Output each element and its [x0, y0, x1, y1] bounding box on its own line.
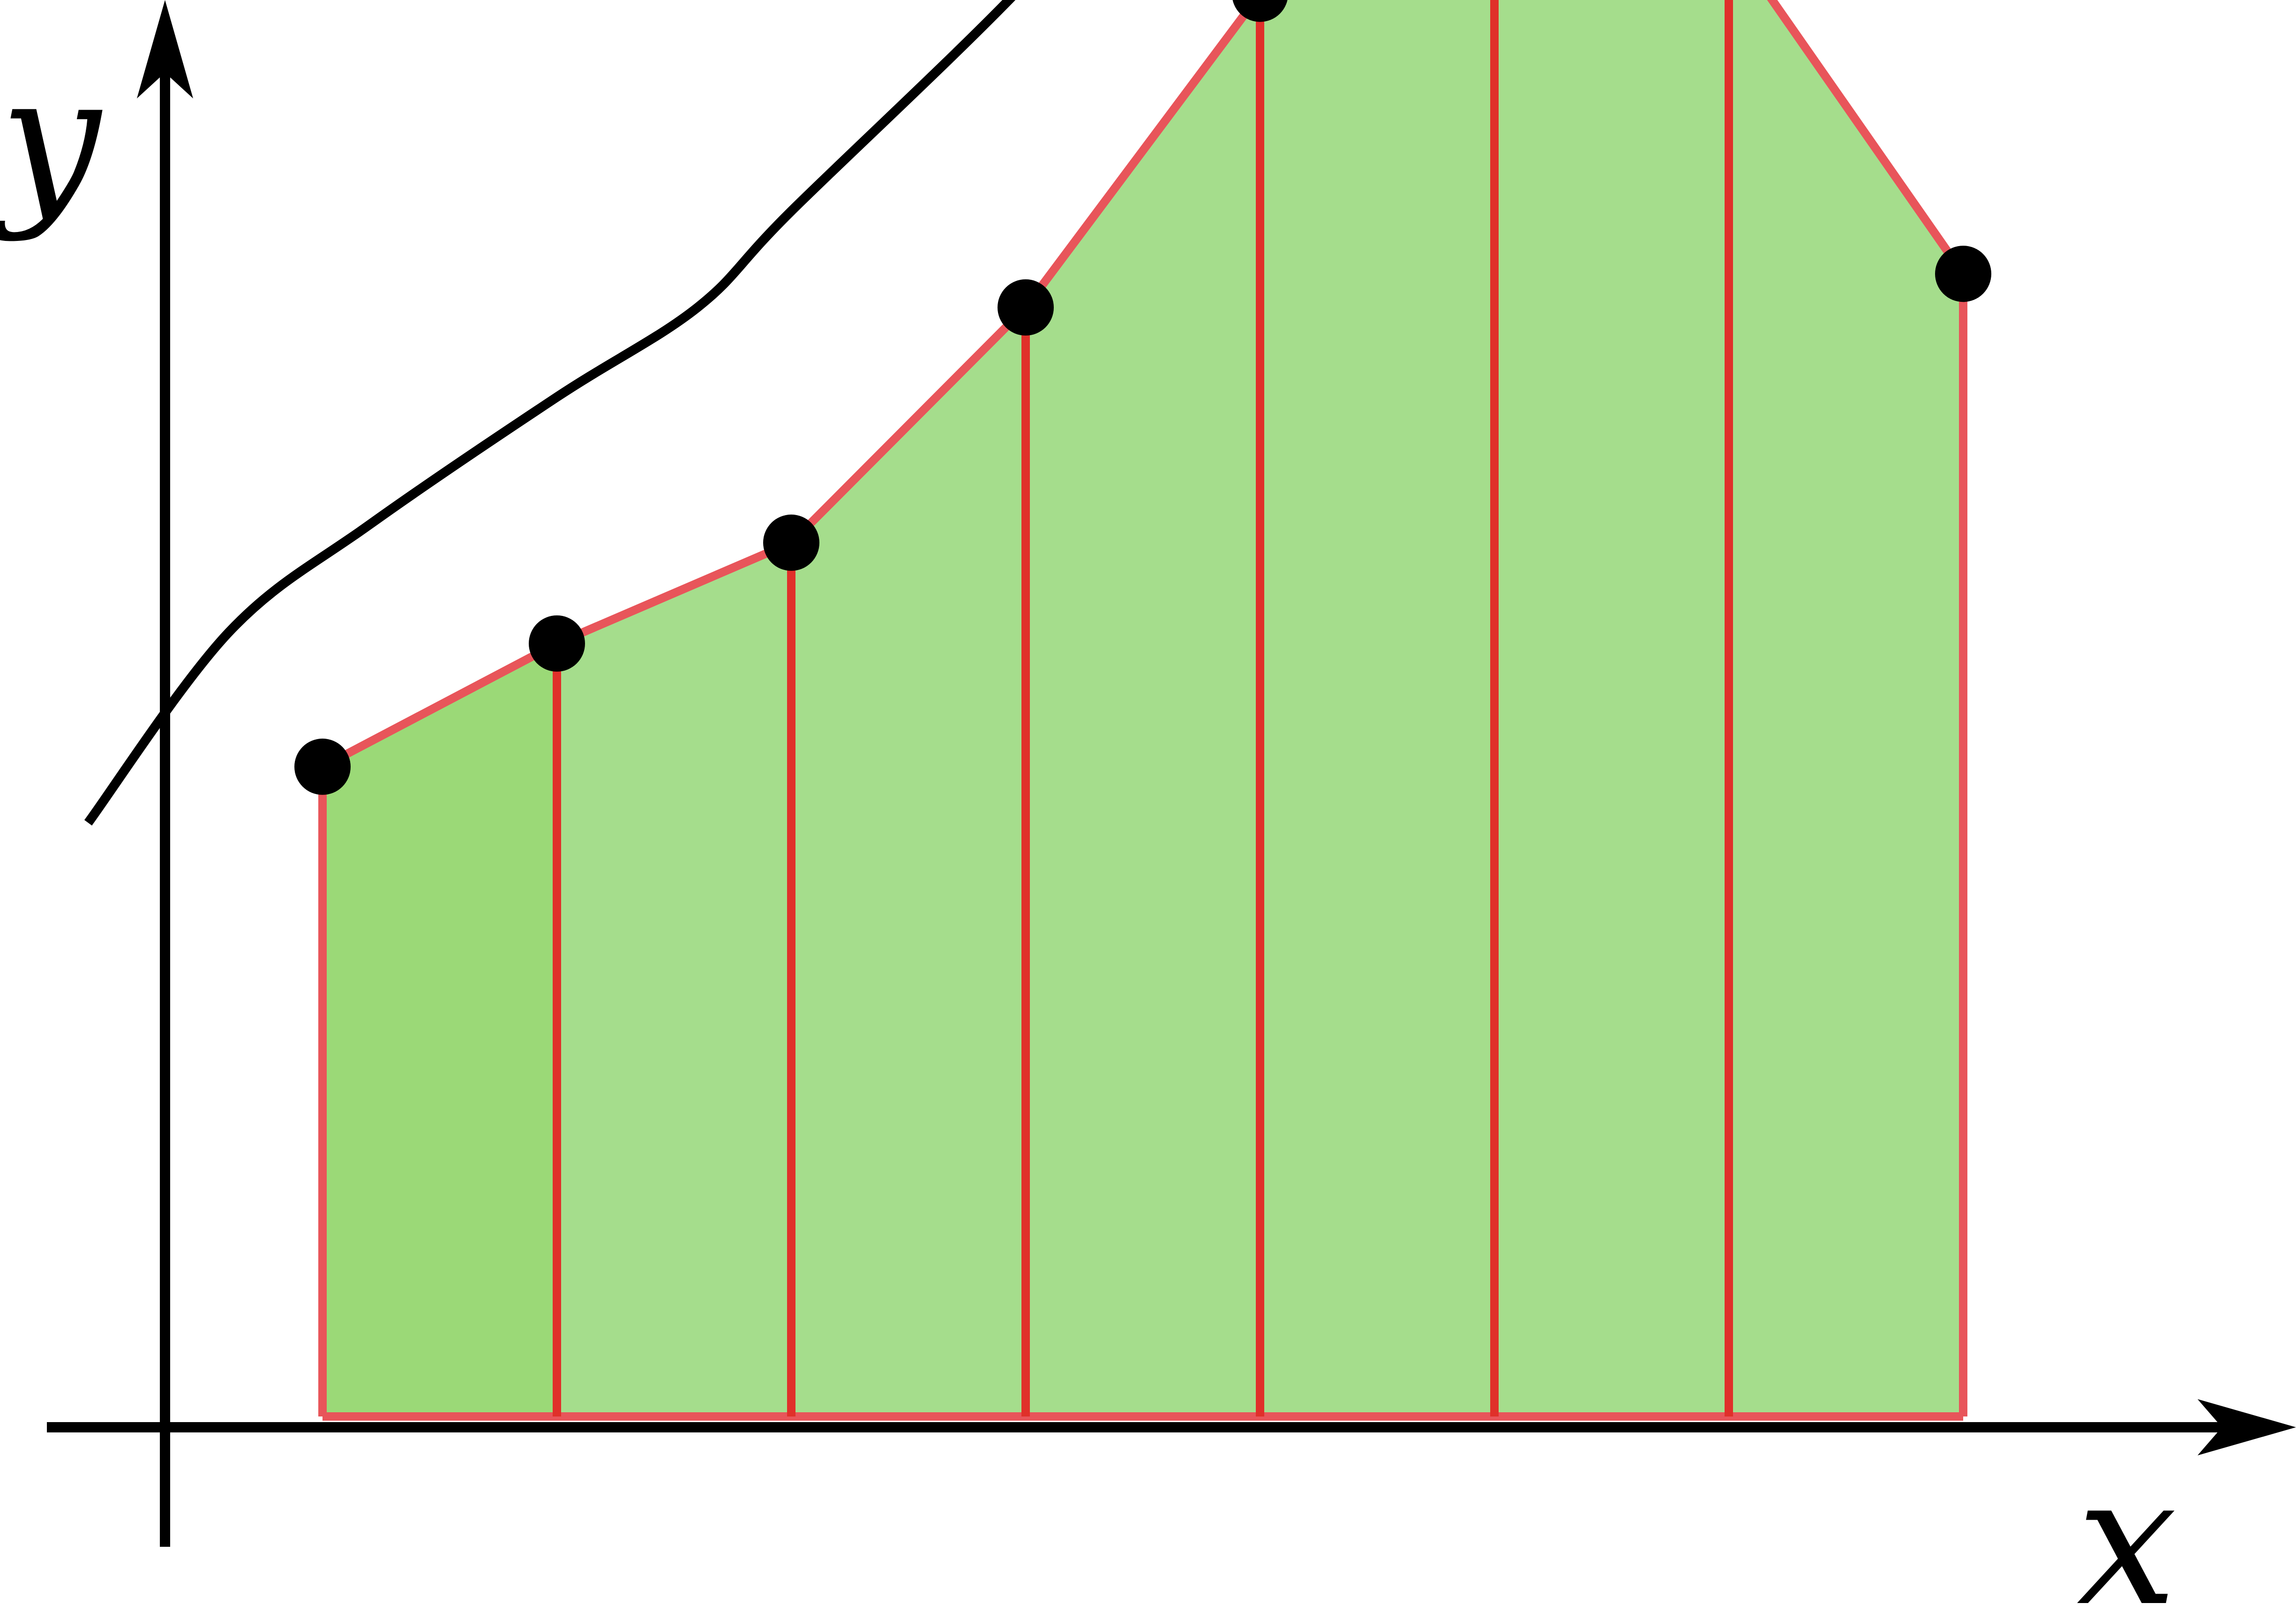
y-axis-label: y — [0, 36, 103, 244]
x-axis-arrowhead — [2198, 1399, 2296, 1455]
trapezoid-areas — [323, 0, 1963, 1417]
piecewise-linear-approximation — [320, 0, 1967, 771]
trapezoid-4 — [1026, 0, 1260, 1416]
sample-point-2 — [529, 615, 585, 672]
sample-point-8 — [1935, 246, 1991, 302]
sample-point-1 — [294, 738, 351, 795]
trapezoid-6 — [1494, 0, 1729, 1416]
sample-point-5 — [1232, 0, 1288, 22]
sample-point-3 — [763, 514, 819, 571]
trapezoid-2 — [557, 542, 791, 1416]
function-curve — [84, 0, 1016, 826]
trapezoid-7 — [1729, 0, 1963, 1416]
trapezoid-3 — [791, 307, 1026, 1417]
sample-point-4 — [998, 279, 1054, 336]
trapezoid-verticals — [318, 0, 1967, 1421]
x-axis-label: x — [2077, 1438, 2177, 1611]
y-axis-arrowhead — [137, 0, 193, 98]
trapezoid-5 — [1260, 0, 1494, 1416]
sample-points — [294, 0, 1991, 795]
trapezoid-1 — [323, 643, 557, 1416]
